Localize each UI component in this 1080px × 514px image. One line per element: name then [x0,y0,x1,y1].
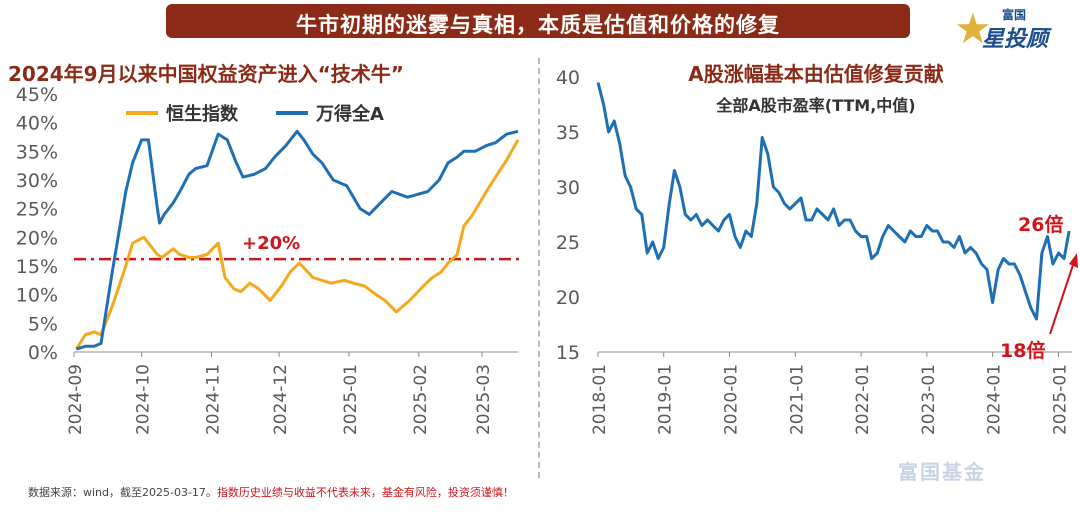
right-chart-subtitle: 全部A股市盈率(TTM,中值) [716,96,916,115]
x-tick-label: 2024-11 [203,364,223,435]
threshold-label: +20% [242,233,300,254]
y-tick-label: 15% [16,256,58,278]
logo: ★ 富国 星投顾 [944,2,1074,56]
y-tick-label: 40% [16,113,58,135]
y-tick-label: 10% [16,285,58,307]
annotation-arrow [1049,261,1075,335]
watermark: 富国基金 [898,460,986,484]
series-line-pe [596,82,1071,321]
y-tick-label: 25 [556,232,580,254]
y-tick-label: 20 [556,287,580,309]
x-tick-label: 2025-03 [474,364,494,435]
title-banner: 牛市初期的迷雾与真相，本质是估值和价格的修复 [166,4,910,38]
right-chart-title: A股涨幅基本由估值修复贡献 [688,62,944,86]
footer-source: 数据来源：wind，截至2025-03-17。 [28,486,217,499]
left-chart-title: 2024年9月以来中国权益资产进入“技术牛” [8,62,404,86]
x-tick-label: 2019-01 [656,364,676,435]
y-tick-label: 15 [556,342,580,364]
y-tick-label: 20% [16,227,58,249]
y-tick-label: 35% [16,141,58,163]
footer-warning: 指数历史业绩与收益不代表未来，基金有风险，投资须谨慎！ [216,486,514,499]
y-tick-label: 40 [556,67,580,89]
y-tick-label: 0% [28,342,58,364]
panel-divider [538,58,540,478]
x-tick-label: 2024-12 [271,364,291,435]
legend-label: 恒生指数 [166,103,239,125]
footer: 数据来源：wind，截至2025-03-17。指数历史业绩与收益不代表未来，基金… [28,484,514,500]
annotation-label: 18倍 [1000,339,1045,362]
x-tick-label: 2025-01 [1050,364,1070,435]
y-tick-label: 30% [16,170,58,192]
series-line-wind-a [75,129,519,351]
x-tick-label: 2022-01 [853,364,873,435]
x-tick-label: 2024-10 [134,364,154,435]
legend-label: 万得全A [315,103,384,125]
y-tick-label: 45% [16,84,58,106]
x-tick-label: 2021-01 [787,364,807,435]
x-tick-label: 2025-01 [341,364,361,435]
y-tick-label: 25% [16,199,58,221]
star-icon: ★ [954,4,992,53]
x-tick-label: 2020-01 [721,364,741,435]
y-tick-label: 30 [556,177,580,199]
y-tick-label: 35 [556,122,580,144]
x-tick-label: 2024-09 [66,364,86,435]
x-tick-label: 2025-02 [411,364,431,435]
banner-text: 牛市初期的迷雾与真相，本质是估值和价格的修复 [296,13,780,37]
logo-name: 星投顾 [982,27,1049,52]
annotation-label: 26倍 [1018,213,1063,236]
arrow-head-icon [1069,253,1078,268]
x-tick-label: 2023-01 [919,364,939,435]
logo-brand: 富国 [1002,8,1027,22]
series-line-hsi [75,139,520,350]
x-tick-label: 2018-01 [590,364,610,435]
y-tick-label: 5% [28,313,58,335]
x-tick-label: 2024-01 [985,364,1005,435]
